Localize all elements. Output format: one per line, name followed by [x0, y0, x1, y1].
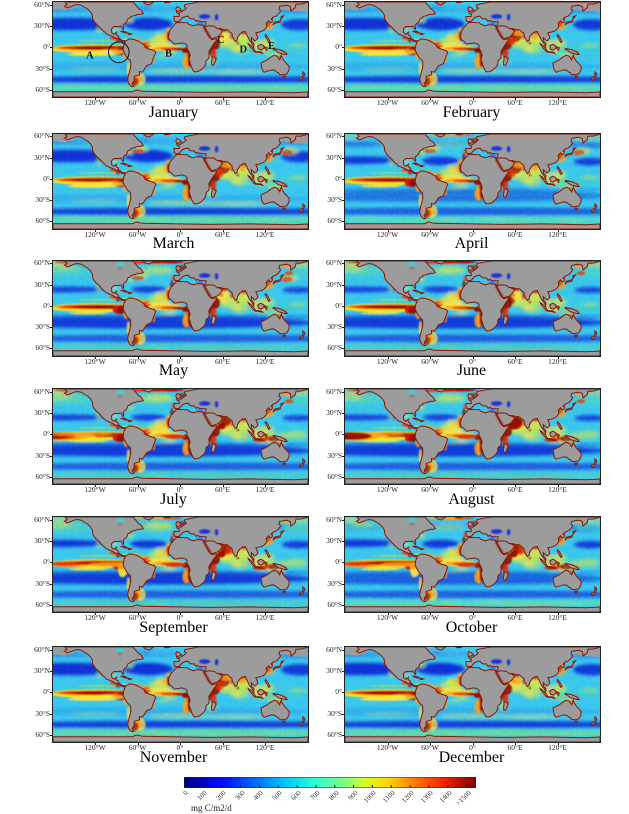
svg-text:E: E	[268, 41, 275, 52]
svg-text:B: B	[165, 49, 172, 60]
svg-text:A: A	[86, 51, 94, 62]
svg-text:D: D	[239, 45, 247, 56]
svg-text:C: C	[217, 35, 225, 46]
